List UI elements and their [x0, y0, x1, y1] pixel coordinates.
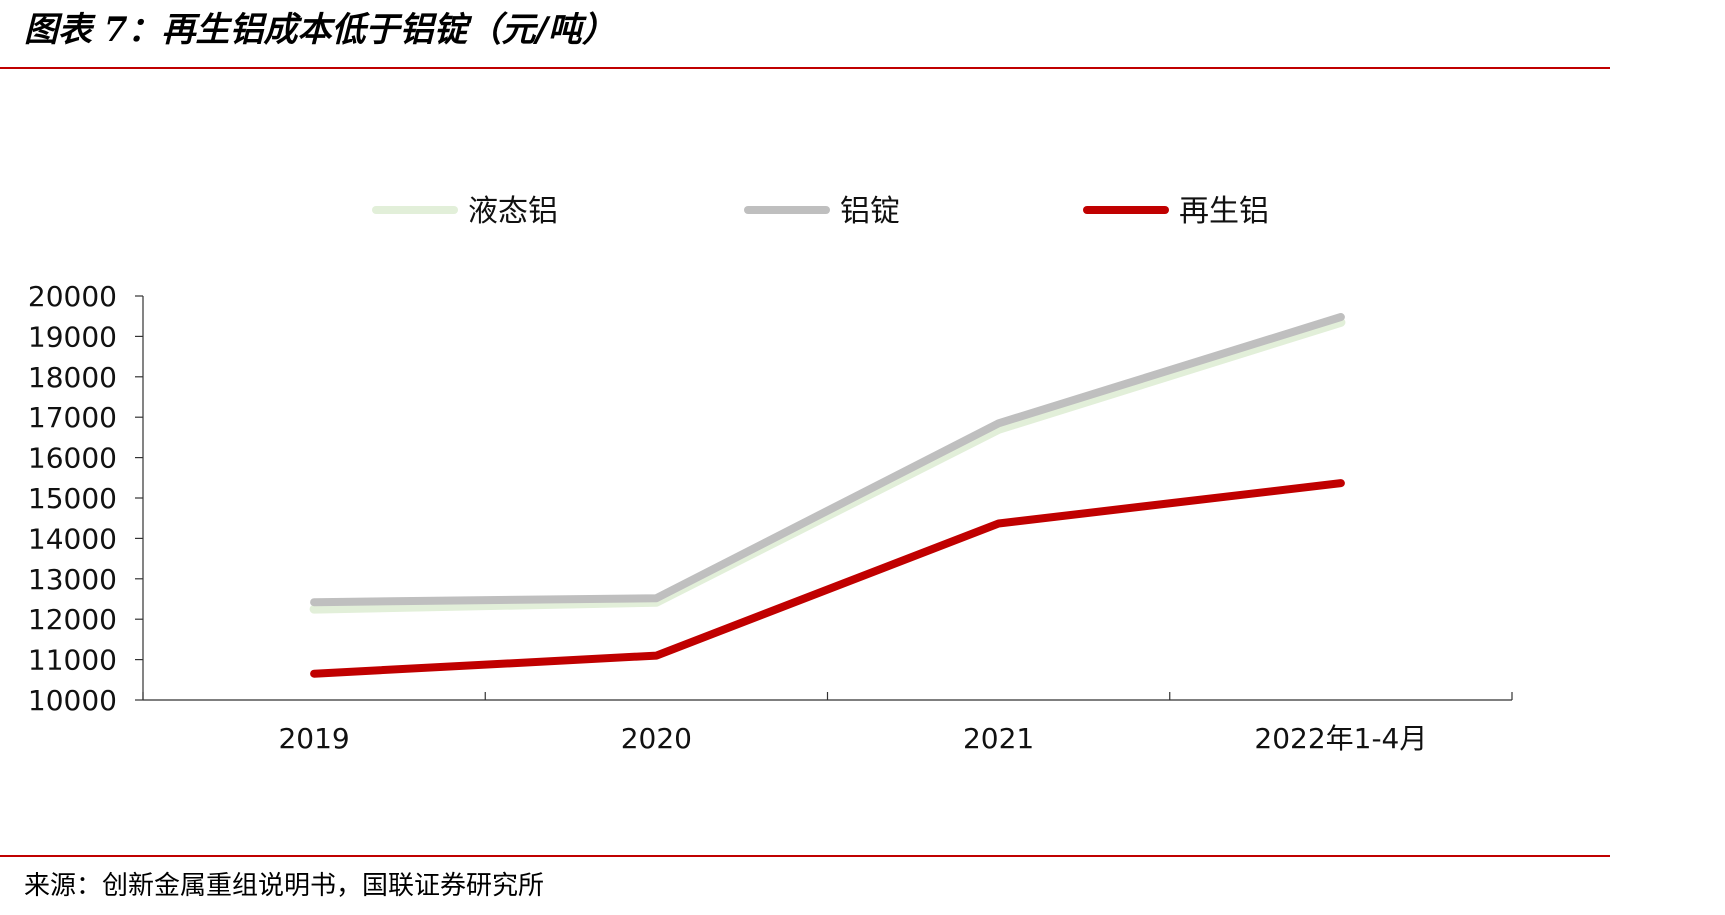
y-tick-label: 19000	[28, 320, 117, 353]
y-tick-label: 11000	[28, 644, 117, 677]
series-line	[309, 317, 1346, 614]
series-line	[310, 479, 1345, 678]
source-divider	[0, 855, 1610, 857]
series-line	[310, 313, 1345, 607]
legend: 液态铝 铝锭 再生铝	[372, 194, 1269, 229]
x-tick-label: 2020	[621, 722, 692, 755]
y-tick-label: 18000	[28, 361, 117, 394]
legend-label: 液态铝	[468, 194, 558, 229]
x-tick-label: 2021	[963, 722, 1034, 755]
x-axis: 2019 2020 2021 2022年1-4月	[142, 692, 1513, 755]
y-tick-label: 17000	[28, 401, 117, 434]
y-tick-label: 13000	[28, 563, 117, 596]
y-tick-label: 14000	[28, 522, 117, 555]
y-tick-label: 12000	[28, 603, 117, 636]
title-divider	[0, 67, 1610, 69]
y-axis: 10000 11000 12000 13000 14000 15000 16000 17000…	[28, 280, 144, 717]
y-tick-label: 16000	[28, 442, 117, 475]
legend-label: 铝锭	[840, 194, 900, 229]
plot-series	[309, 313, 1346, 678]
legend-label: 再生铝	[1179, 194, 1269, 229]
y-tick-label: 15000	[28, 482, 117, 515]
figure-title: 图表 7：再生铝成本低于铝锭（元/吨）	[24, 10, 616, 50]
source-note: 来源：创新金属重组说明书，国联证券研究所	[24, 871, 545, 901]
x-tick-label: 2022年1-4月	[1254, 722, 1427, 755]
x-tick-label: 2019	[278, 722, 349, 755]
y-tick-label: 10000	[28, 684, 117, 717]
y-tick-label: 20000	[28, 280, 117, 313]
